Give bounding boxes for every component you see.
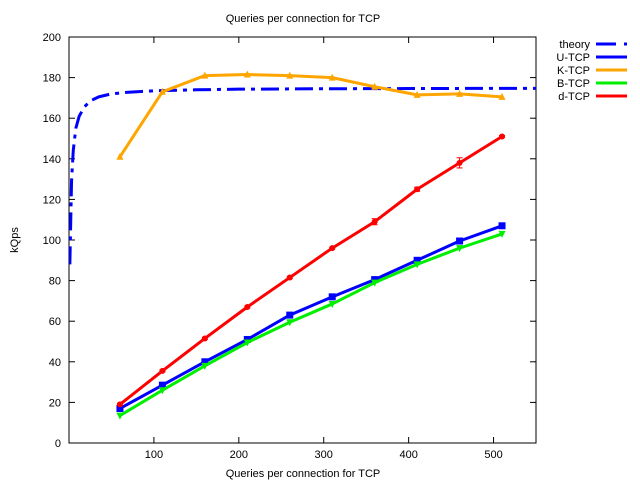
series-line-d-tcp (119, 135, 503, 406)
series-line-b-tcp (119, 232, 503, 417)
y-tick-label: 200 (43, 32, 61, 44)
legend-label-d-tcp: d-TCP (558, 91, 590, 103)
data-point-u-tcp (371, 276, 379, 284)
y-tick-label: 140 (43, 154, 61, 166)
y-tick-label: 40 (49, 357, 61, 369)
data-point-d-tcp (286, 274, 293, 281)
data-point-b-tcp (498, 230, 506, 238)
y-tick-label: 120 (43, 194, 61, 206)
data-point-b-tcp (116, 412, 124, 420)
data-point-k-tcp (243, 70, 251, 78)
series-line-u-tcp (119, 224, 503, 410)
series-k-tcp (116, 70, 506, 160)
data-point-u-tcp (286, 311, 294, 319)
data-point-d-tcp (159, 367, 166, 374)
series-u-tcp (116, 222, 506, 412)
data-point-k-tcp (328, 73, 336, 81)
data-point-b-tcp (286, 319, 294, 327)
data-point-d-tcp (414, 186, 421, 193)
data-point-d-tcp (244, 303, 251, 310)
plot-area: 100 200 300 400 500 0 20 40 60 80 100 120 140 160 180 2… (43, 32, 537, 461)
data-point-k-tcp (286, 71, 294, 79)
data-point-u-tcp (498, 222, 506, 230)
data-point-u-tcp (413, 256, 421, 264)
data-point-b-tcp (456, 245, 464, 253)
y-tick-label: 0 (55, 438, 61, 450)
data-point-k-tcp (498, 92, 506, 100)
data-point-d-tcp (329, 245, 336, 252)
legend-label-b-tcp: B-TCP (557, 78, 590, 90)
data-point-b-tcp (158, 387, 166, 395)
series-line-theory (69, 86, 536, 265)
y-tick-label: 60 (49, 316, 61, 328)
legend-label-k-tcp: K-TCP (557, 65, 590, 77)
data-point-b-tcp (243, 339, 251, 347)
x-tick-label: 500 (484, 449, 502, 461)
data-point-k-tcp (371, 82, 379, 90)
data-point-u-tcp (456, 237, 464, 245)
y-tick-label: 20 (49, 397, 61, 409)
data-point-b-tcp (413, 261, 421, 269)
series-b-tcp (116, 230, 506, 420)
y-axis-title: kQps (9, 227, 21, 253)
x-tick-label: 300 (315, 449, 333, 461)
data-point-k-tcp (116, 152, 124, 160)
legend-label-theory: theory (559, 39, 590, 51)
data-point-k-tcp (201, 71, 209, 79)
series-d-tcp (116, 133, 506, 408)
data-point-u-tcp (158, 381, 166, 389)
y-tick-label: 80 (49, 276, 61, 288)
x-tick-label: 400 (399, 449, 417, 461)
x-axis-title: Queries per connection for TCP (226, 468, 380, 480)
y-tick-label: 160 (43, 113, 61, 125)
data-point-b-tcp (328, 300, 336, 308)
chart-title: Queries per connection for TCP (226, 13, 380, 25)
data-point-b-tcp (201, 362, 209, 370)
data-point-d-tcp (371, 218, 378, 225)
data-point-d-tcp (499, 133, 506, 140)
series-theory (69, 86, 536, 265)
data-point-k-tcp (456, 89, 464, 97)
data-point-d-tcp (116, 401, 123, 408)
x-tick-label: 100 (145, 449, 163, 461)
x-tick-label: 200 (230, 449, 248, 461)
data-point-d-tcp (201, 335, 208, 342)
data-point-u-tcp (201, 358, 209, 366)
legend-label-u-tcp: U-TCP (556, 52, 590, 64)
data-point-u-tcp (328, 293, 336, 301)
data-point-d-tcp (456, 159, 463, 166)
series-line-k-tcp (118, 73, 503, 158)
data-point-k-tcp (158, 87, 166, 95)
data-point-k-tcp (413, 90, 421, 98)
data-point-u-tcp (243, 335, 251, 343)
data-point-u-tcp (116, 404, 124, 412)
data-point-b-tcp (371, 279, 379, 287)
y-tick-label: 180 (43, 73, 61, 85)
y-tick-label: 100 (43, 235, 61, 247)
